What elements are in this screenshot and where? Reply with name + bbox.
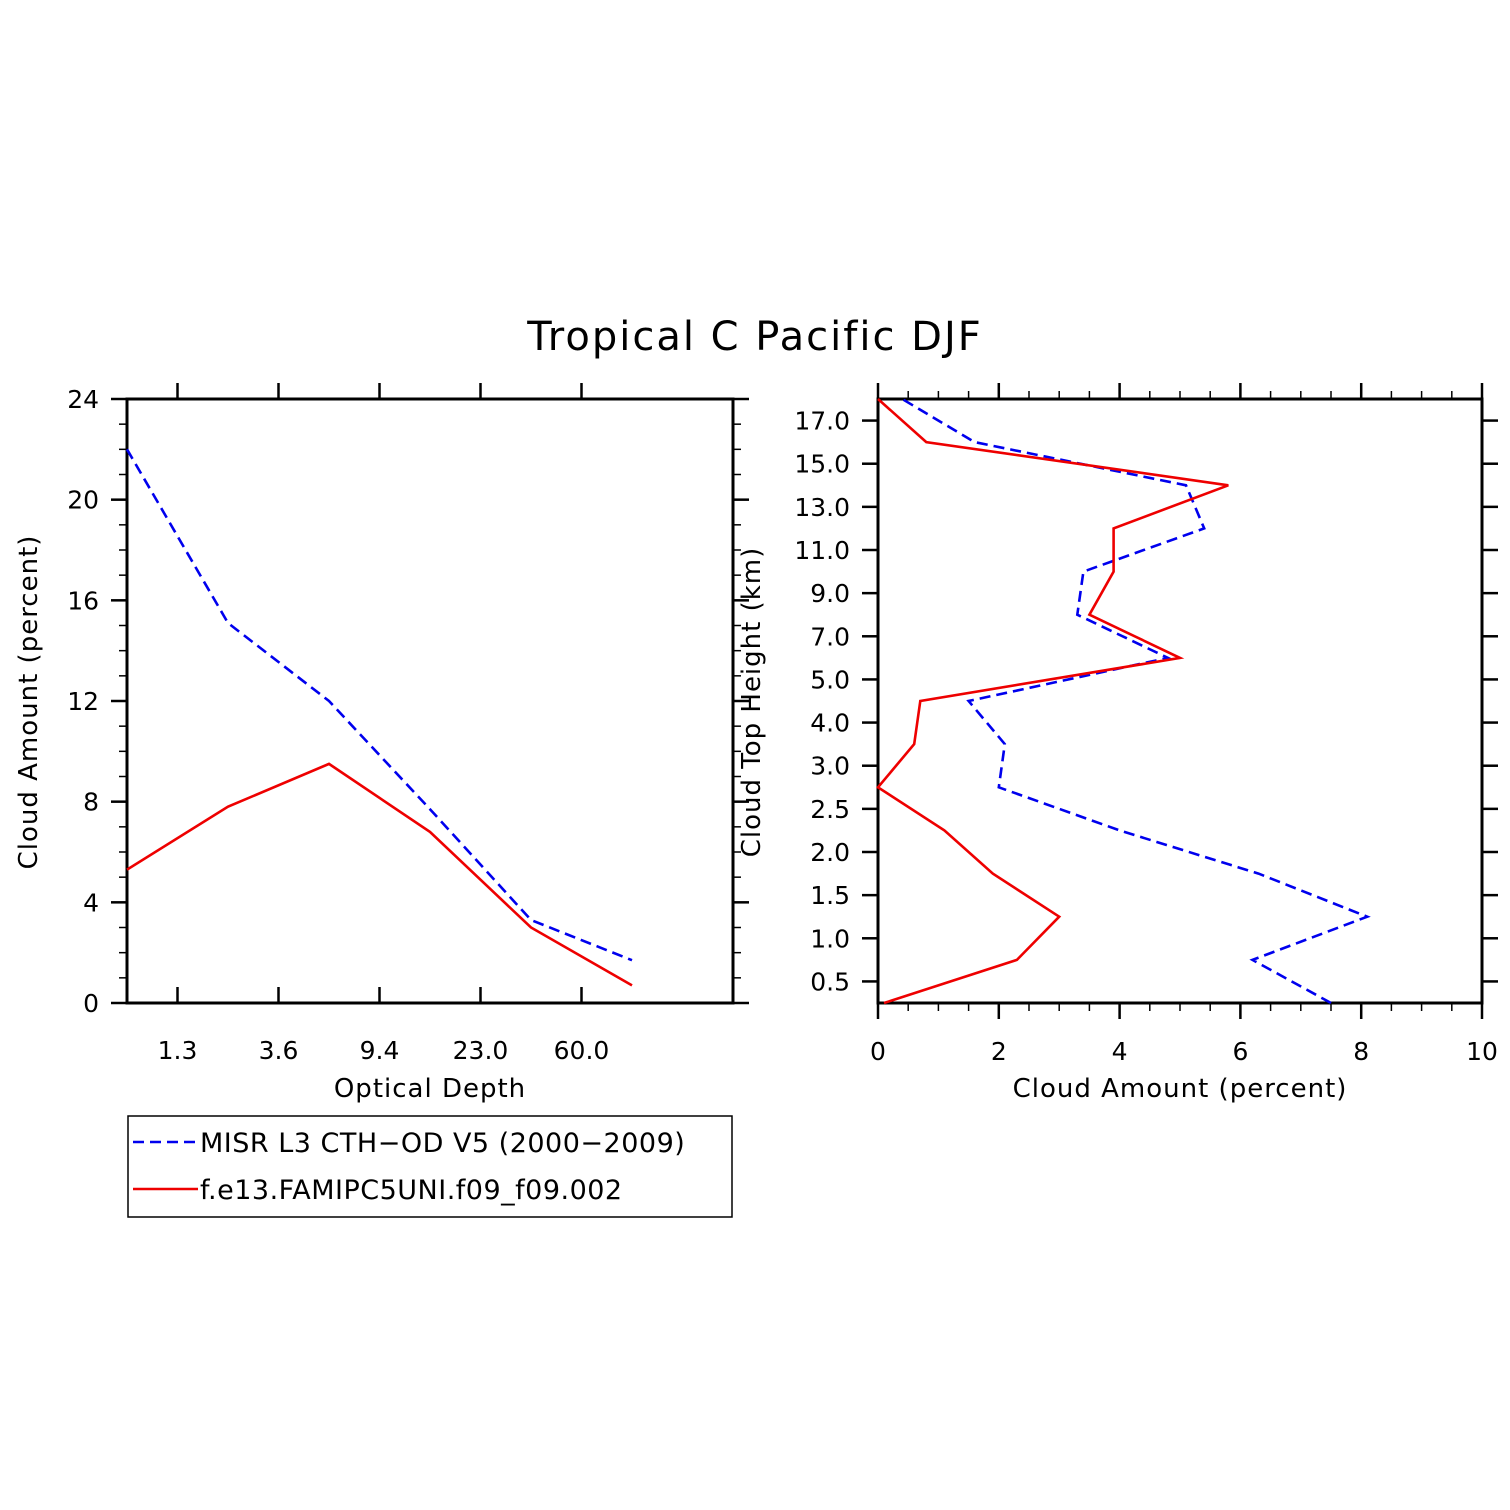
right-y-tick-label: 9.0	[810, 579, 850, 608]
left-x-axis-label: Optical Depth	[334, 1074, 526, 1104]
right-y-tick-label: 3.0	[810, 752, 850, 781]
left-y-axis-label: Cloud Amount (percent)	[14, 535, 44, 870]
right-y-tick-label: 17.0	[794, 407, 850, 436]
right-x-axis-label: Cloud Amount (percent)	[1013, 1074, 1348, 1104]
right-y-tick-label: 13.0	[794, 493, 850, 522]
right-y-tick-label: 15.0	[794, 450, 850, 479]
left-x-tick-label: 1.3	[158, 1036, 198, 1065]
legend: MISR L3 CTH−OD V5 (2000−2009) f.e13.FAMI…	[127, 1115, 733, 1218]
right-x-tick-label: 6	[1232, 1037, 1248, 1066]
right-y-tick-label: 2.0	[810, 838, 850, 867]
right-x-tick-label: 2	[991, 1037, 1007, 1066]
left-y-tick-label: 0	[83, 989, 99, 1018]
left-y-tick-label: 8	[83, 788, 99, 817]
left-x-tick-label: 3.6	[259, 1036, 299, 1065]
right-y-tick-label: 7.0	[810, 622, 850, 651]
left-series-model-line	[126, 762, 633, 987]
right-series-model-line	[876, 398, 1229, 1005]
legend-label-obs: MISR L3 CTH−OD V5 (2000−2009)	[200, 1128, 685, 1159]
left-y-tick-label: 20	[67, 486, 99, 515]
left-y-tick-label: 4	[83, 888, 99, 917]
left-panel-optical-depth: 1.3 3.6 9.4 23.0 60.0 0 4 8 12 16 20 24 Optical Dept…	[14, 383, 749, 1104]
chart-title: Tropical C Pacific DJF	[526, 314, 983, 360]
right-x-tick-label: 10	[1466, 1037, 1498, 1066]
right-y-axis-label: Cloud Top Height (km)	[737, 547, 767, 858]
right-y-tick-label: 5.0	[810, 665, 850, 694]
right-y-tick-label: 11.0	[794, 536, 850, 565]
right-panel-cloud-top-height: 0 2 4 6 8 10 0.5 1.0 1.5 2.0 2.5 3.0 4.0 5.0 7.0 9.0 11.…	[737, 383, 1498, 1104]
right-x-tick-label: 0	[870, 1037, 886, 1066]
left-y-tick-label: 16	[67, 586, 99, 615]
right-y-tick-label: 4.0	[810, 709, 850, 738]
left-x-tick-label: 60.0	[554, 1036, 610, 1065]
left-x-tick-label: 23.0	[453, 1036, 509, 1065]
legend-box	[127, 1115, 733, 1218]
right-x-tick-label: 4	[1112, 1037, 1128, 1066]
left-y-tick-label: 12	[67, 687, 99, 716]
right-y-tick-label: 0.5	[810, 967, 850, 996]
right-y-tick-label: 2.5	[810, 795, 850, 824]
right-y-tick-label: 1.5	[810, 881, 850, 910]
right-x-tick-label: 8	[1353, 1037, 1369, 1066]
legend-label-model: f.e13.FAMIPC5UNI.f09_f09.002	[200, 1175, 623, 1206]
right-y-tick-label: 1.0	[810, 924, 850, 953]
left-x-tick-label: 9.4	[360, 1036, 400, 1065]
left-y-tick-label: 24	[67, 385, 99, 414]
